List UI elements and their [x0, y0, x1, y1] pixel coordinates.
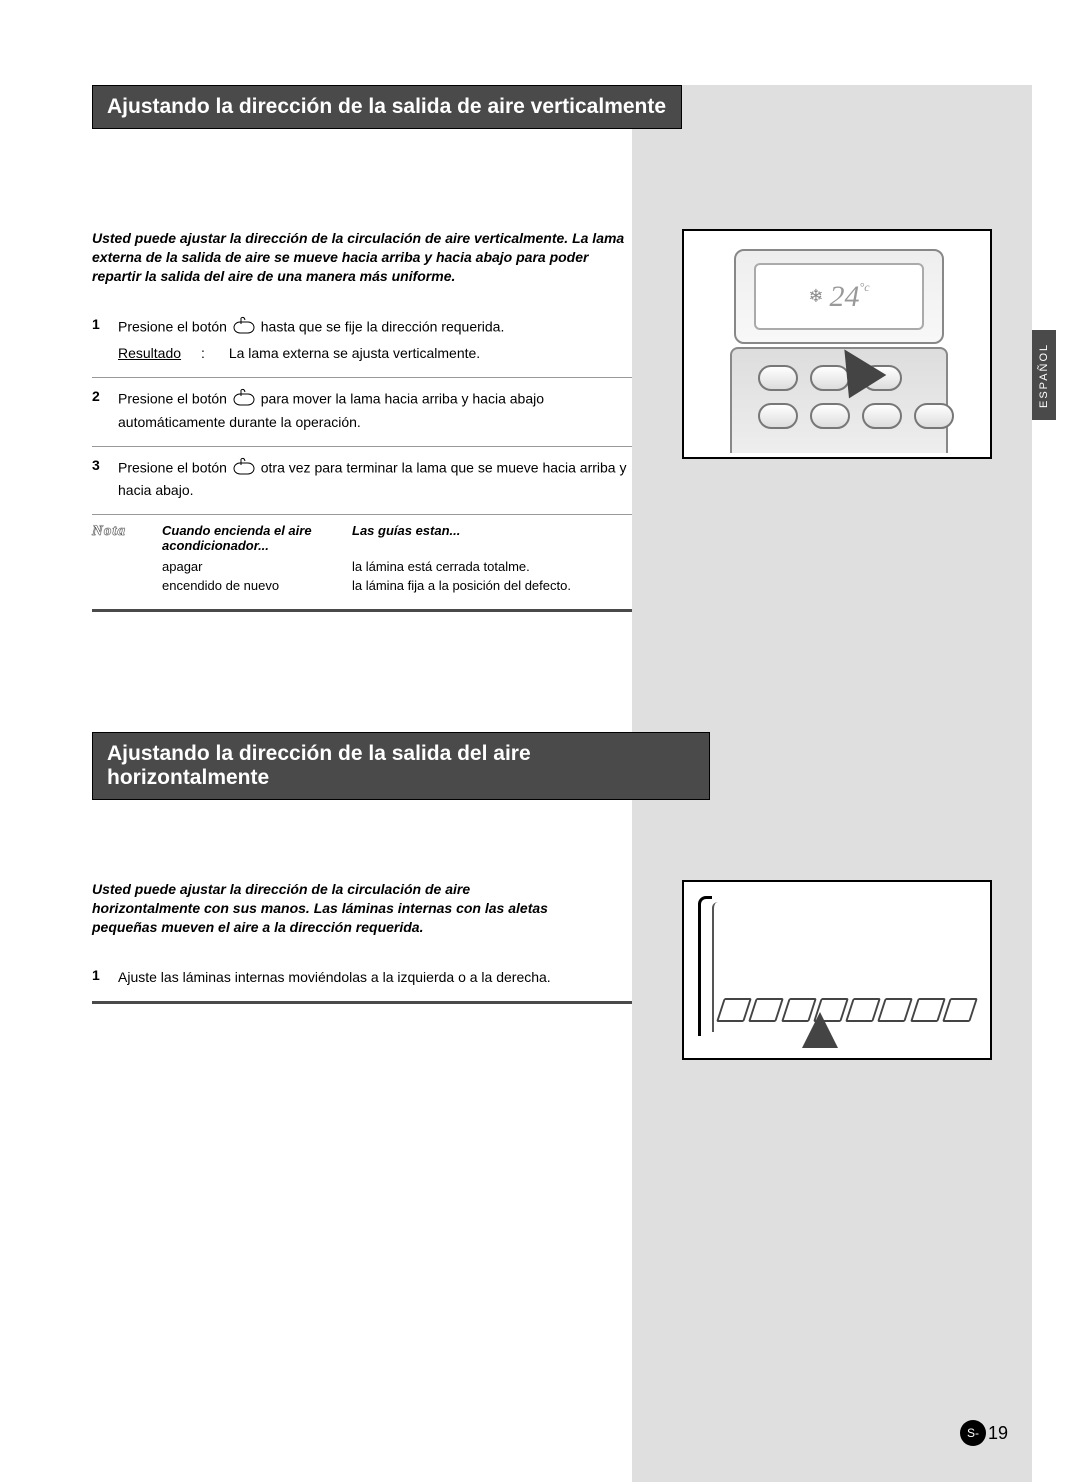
step-row: 1 Ajuste las láminas internas moviéndola… — [92, 957, 632, 1004]
page-number-value: 19 — [988, 1423, 1008, 1444]
step-row: 3 Presione el botón otra vez para termin… — [92, 447, 632, 516]
step-row: 1 Presione el botón hasta que se fije la… — [92, 306, 632, 379]
step-body: Presione el botón hasta que se fije la d… — [118, 316, 632, 364]
swing-button-icon — [233, 388, 255, 411]
louver — [910, 998, 946, 1022]
language-tab: ESPAÑOL — [1032, 330, 1056, 420]
nota-header: Las guías estan... — [352, 523, 632, 538]
step-text: Presione el botón — [118, 459, 231, 475]
section2-title: Ajustando la dirección de la salida del … — [92, 732, 710, 800]
nota-cell: encendido de nuevo — [162, 578, 352, 593]
step-number: 1 — [92, 316, 118, 364]
nota-row: apagar la lámina está cerrada totalme. — [92, 557, 632, 576]
snowflake-icon: ❄ — [808, 286, 823, 307]
section1-intro: Usted puede ajustar la dirección de la c… — [92, 229, 632, 286]
section1-steps: 1 Presione el botón hasta que se fije la… — [92, 306, 632, 613]
step-body: Ajuste las láminas internas moviéndolas … — [118, 967, 632, 987]
swing-button-icon — [233, 316, 255, 339]
section1-body: ❄ 24°c Usted puede ajustar la — [92, 229, 992, 612]
nota-header: Cuando encienda el aire acondicionador..… — [162, 523, 352, 553]
step-number: 1 — [92, 967, 118, 987]
remote-button — [758, 365, 798, 391]
nota-cell: la lámina fija a la posición del defecto… — [352, 578, 632, 593]
section2-steps: 1 Ajuste las láminas internas moviéndola… — [92, 957, 632, 1004]
step-text: Presione el botón — [118, 391, 231, 407]
swing-button-icon — [233, 457, 255, 480]
result-label: Resultado — [118, 345, 181, 361]
page-content: Ajustando la dirección de la salida de a… — [0, 85, 1080, 1004]
step-text: hasta que se fije la dirección requerida… — [261, 318, 505, 334]
step-body: Presione el botón para mover la lama hac… — [118, 388, 632, 432]
nota-row: encendido de nuevo la lámina fija a la p… — [92, 576, 632, 595]
louver-row — [720, 992, 974, 1022]
page-prefix-badge: S- — [960, 1420, 986, 1446]
louver — [748, 998, 784, 1022]
nota-label: Nota — [92, 523, 162, 540]
pointer-arrow-icon — [802, 1012, 838, 1048]
display-unit: °c — [859, 280, 869, 294]
ac-edge — [698, 896, 712, 1036]
louver — [845, 998, 881, 1022]
remote-button — [758, 403, 798, 429]
section2-body: Usted puede ajustar la dirección de la c… — [92, 880, 992, 1004]
step-number: 2 — [92, 388, 118, 432]
louver — [877, 998, 913, 1022]
nota-cell: la lámina está cerrada totalme. — [352, 559, 632, 574]
remote-screen: ❄ 24°c — [734, 249, 944, 344]
nota-block: Nota Cuando encienda el aire acondiciona… — [92, 515, 632, 612]
figure-remote: ❄ 24°c — [682, 229, 992, 459]
figure-louvers — [682, 880, 992, 1060]
result-text: La lama externa se ajusta verticalmente. — [229, 345, 480, 361]
section1-title: Ajustando la dirección de la salida de a… — [92, 85, 682, 129]
display-temp: 24 — [829, 280, 859, 313]
page-number: S- 19 — [960, 1420, 1008, 1446]
step-text: Presione el botón — [118, 318, 231, 334]
louver — [942, 998, 978, 1022]
step-row: 2 Presione el botón para mover la lama h… — [92, 378, 632, 447]
remote-button — [914, 403, 954, 429]
remote-button — [862, 403, 902, 429]
louver — [716, 998, 752, 1022]
step-body: Presione el botón otra vez para terminar… — [118, 457, 632, 501]
remote-button — [810, 403, 850, 429]
step-number: 3 — [92, 457, 118, 501]
nota-cell: apagar — [162, 559, 352, 574]
section2-intro: Usted puede ajustar la dirección de la c… — [92, 880, 572, 937]
